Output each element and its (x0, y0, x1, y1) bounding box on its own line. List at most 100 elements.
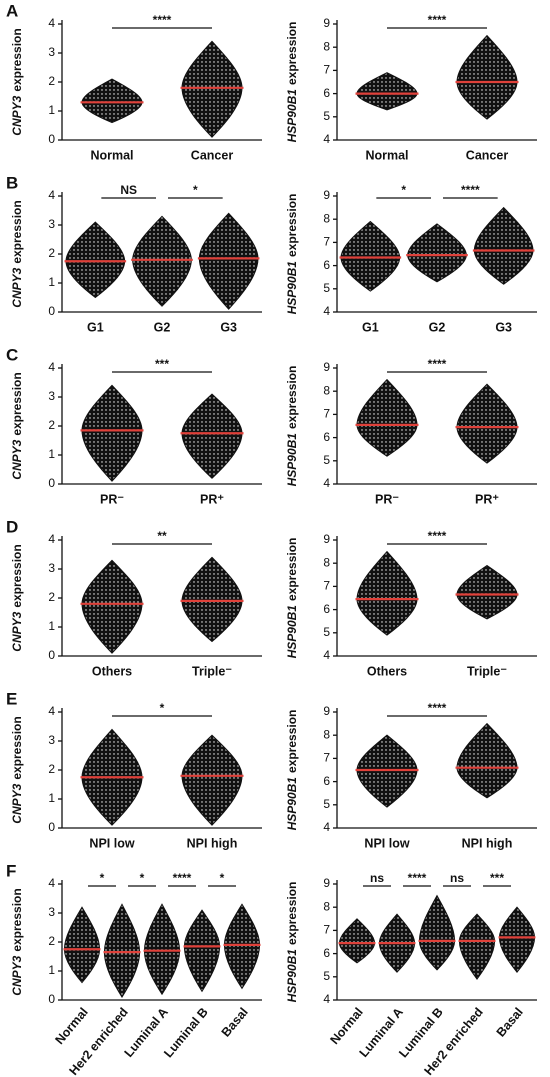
significance-label: ns (450, 871, 464, 885)
y-tick-label: 8 (323, 899, 330, 913)
swarm (458, 913, 496, 980)
swarm (456, 722, 518, 799)
swarm (473, 206, 534, 285)
significance-label: * (160, 701, 165, 715)
swarm (223, 903, 261, 990)
y-tick-label: 0 (48, 820, 55, 834)
y-tick-label: 1 (48, 447, 55, 461)
y-axis-label: HSP90B1 expression (285, 22, 299, 143)
significance-label: **** (428, 529, 447, 543)
significance-label: **** (428, 701, 447, 715)
x-tick-label: G3 (220, 320, 237, 334)
swarm (65, 221, 126, 299)
x-tick-label: PR⁻ (100, 492, 124, 506)
swarm (183, 909, 221, 993)
y-label-rest: expression (10, 372, 24, 435)
y-tick-label: 4 (323, 992, 330, 1006)
x-tick-label: Basal (219, 1005, 251, 1040)
x-tick-label: G2 (154, 320, 171, 334)
x-tick-label: Normal (327, 1005, 365, 1047)
y-tick-label: 2 (48, 74, 55, 88)
y-axis-label: HSP90B1 expression (285, 882, 299, 1003)
y-axis-label: CNPY3 expression (10, 372, 24, 479)
y-axis-label: CNPY3 expression (10, 716, 24, 823)
swarm (181, 40, 243, 138)
y-tick-label: 4 (48, 704, 55, 718)
y-tick-label: 3 (48, 389, 55, 403)
y-tick-label: 6 (323, 774, 330, 788)
y-tick-label: 3 (48, 217, 55, 231)
swarm (356, 72, 418, 111)
y-tick-label: 7 (323, 923, 330, 937)
y-tick-label: 0 (48, 476, 55, 490)
x-tick-label: NPI low (364, 836, 409, 850)
y-tick-label: 8 (323, 555, 330, 569)
y-tick-label: 0 (48, 992, 55, 1006)
significance-label: **** (408, 871, 427, 885)
x-tick-label: PR⁺ (475, 492, 499, 506)
significance-label: **** (461, 183, 480, 197)
y-tick-label: 3 (48, 45, 55, 59)
panel-letter: E (6, 689, 17, 708)
y-axis-label: CNPY3 expression (10, 200, 24, 307)
y-tick-label: 4 (323, 820, 330, 834)
y-tick-label: 7 (323, 63, 330, 77)
panel-letter: B (6, 173, 18, 192)
significance-label: ns (370, 871, 384, 885)
y-tick-label: 3 (48, 733, 55, 747)
significance-label: ** (157, 529, 167, 543)
y-tick-label: 4 (48, 876, 55, 890)
y-label-rest: expression (285, 710, 299, 773)
y-label-rest: expression (10, 888, 24, 951)
y-tick-label: 0 (48, 304, 55, 318)
y-tick-label: 1 (48, 103, 55, 117)
swarm (181, 393, 243, 479)
y-axis-label: HSP90B1 expression (285, 710, 299, 831)
swarm (63, 906, 101, 984)
y-label-gene: HSP90B1 (285, 949, 299, 1003)
significance-label: NS (120, 183, 137, 197)
swarm (356, 378, 418, 457)
y-tick-label: 5 (323, 281, 330, 295)
y-tick-label: 5 (323, 109, 330, 123)
y-label-gene: CNPY3 (10, 267, 24, 307)
y-tick-label: 0 (48, 648, 55, 662)
y-tick-label: 9 (323, 16, 330, 30)
swarm (498, 906, 536, 973)
x-tick-label: Others (92, 664, 132, 678)
y-tick-label: 5 (323, 453, 330, 467)
significance-label: **** (173, 871, 192, 885)
y-label-gene: CNPY3 (10, 611, 24, 651)
swarm (81, 384, 143, 482)
y-label-rest: expression (285, 882, 299, 945)
y-label-gene: HSP90B1 (285, 89, 299, 143)
y-label-gene: CNPY3 (10, 95, 24, 135)
swarm (356, 734, 418, 808)
y-axis-label: HSP90B1 expression (285, 194, 299, 315)
y-tick-label: 2 (48, 418, 55, 432)
y-axis-label: HSP90B1 expression (285, 538, 299, 659)
y-tick-label: 7 (323, 579, 330, 593)
swarm (198, 212, 259, 310)
x-tick-label: Normal (365, 148, 408, 162)
significance-label: **** (153, 13, 172, 27)
y-tick-label: 7 (323, 235, 330, 249)
x-tick-label: G1 (362, 320, 379, 334)
y-tick-label: 8 (323, 39, 330, 53)
y-axis-label: HSP90B1 expression (285, 366, 299, 487)
y-label-rest: expression (10, 716, 24, 779)
x-tick-label: Normal (52, 1005, 90, 1047)
x-tick-label: NPI low (89, 836, 134, 850)
y-label-rest: expression (285, 194, 299, 257)
significance-label: * (140, 871, 145, 885)
y-tick-label: 4 (48, 188, 55, 202)
y-tick-label: 7 (323, 407, 330, 421)
significance-label: **** (428, 357, 447, 371)
y-axis-label: CNPY3 expression (10, 544, 24, 651)
x-tick-label: PR⁺ (200, 492, 224, 506)
significance-label: *** (155, 357, 169, 371)
y-tick-label: 4 (48, 360, 55, 374)
y-tick-label: 6 (323, 258, 330, 272)
y-tick-label: 0 (48, 132, 55, 146)
panel-letter: D (6, 517, 18, 536)
